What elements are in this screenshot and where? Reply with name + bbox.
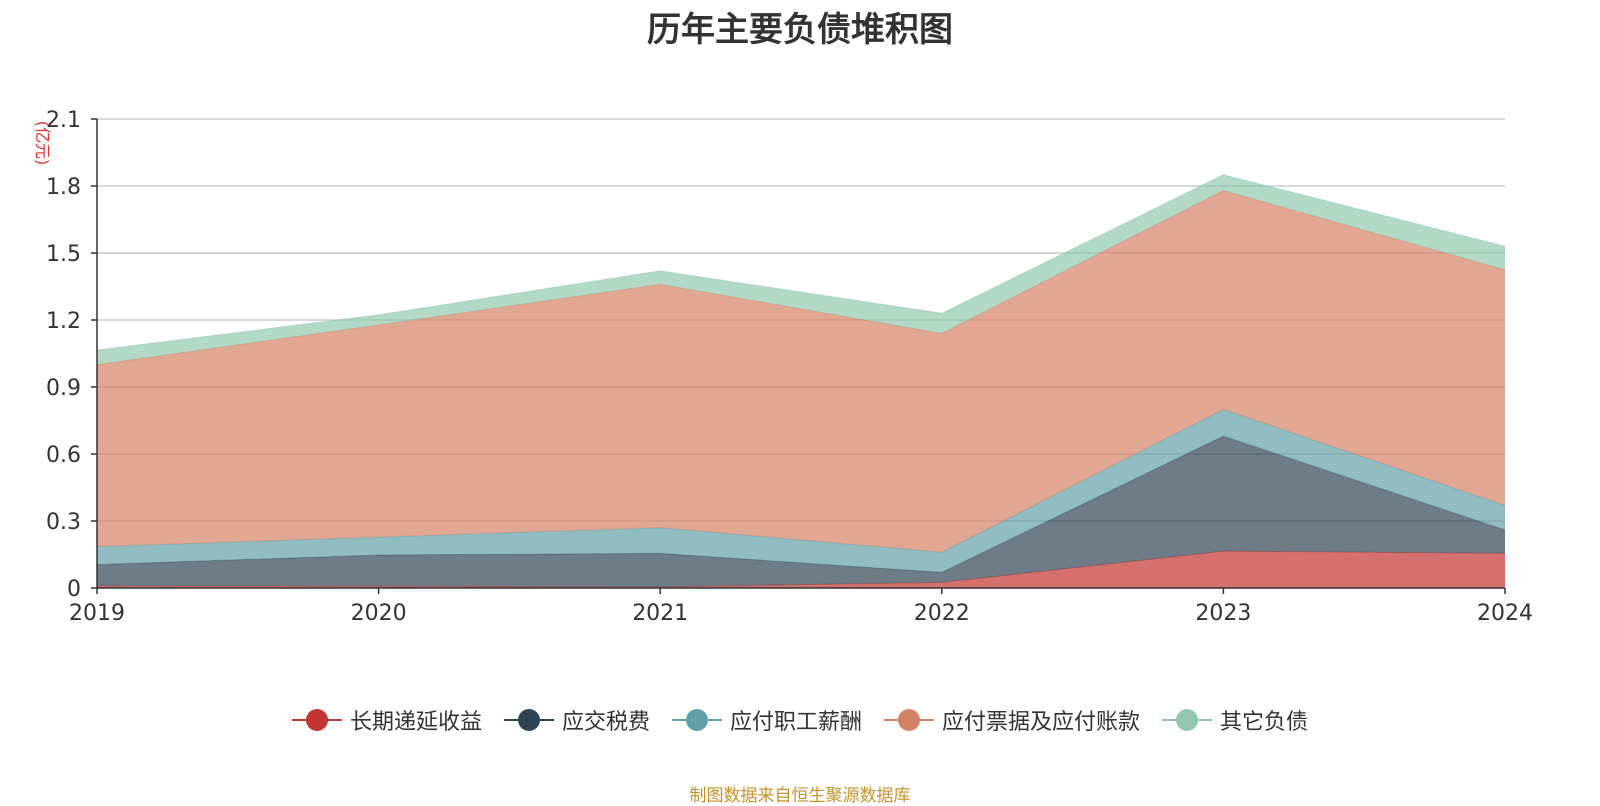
x-tick-label: 2022 xyxy=(914,601,970,626)
y-tick-label: 0.3 xyxy=(46,510,81,535)
y-tick-label: 1.2 xyxy=(46,309,81,334)
legend-item[interactable]: 应交税费 xyxy=(503,704,650,736)
legend-item[interactable]: 应付票据及应付账款 xyxy=(884,704,1140,736)
y-tick-label: 0.6 xyxy=(46,443,81,468)
y-tick-label: 0.9 xyxy=(46,376,81,401)
legend-label: 应交税费 xyxy=(561,710,650,735)
legend-marker-icon xyxy=(291,707,342,733)
axes: 0 0.3 0.6 0.9 1.2 1.5 1.8 2.1 2019 2020 2021 2022 20… xyxy=(46,108,1533,626)
source-note: 制图数据来自恒生聚源数据库 xyxy=(689,786,911,806)
legend-marker-icon xyxy=(671,707,722,733)
legend-item[interactable]: 其它负债 xyxy=(1162,704,1308,736)
legend-label: 应付职工薪酬 xyxy=(729,710,862,735)
x-tick-label: 2019 xyxy=(69,601,125,626)
y-tick-label: 1.5 xyxy=(46,242,81,267)
x-tick-label: 2024 xyxy=(1477,601,1533,626)
area-series xyxy=(97,174,1505,365)
legend-marker-icon xyxy=(1162,707,1213,733)
stacked-areas xyxy=(96,174,1506,588)
area-series-edge xyxy=(96,174,1506,351)
x-tick-label: 2020 xyxy=(351,601,407,626)
area-series xyxy=(97,190,1505,553)
legend-marker-icon xyxy=(884,707,934,733)
legend-label: 应付票据及应付账款 xyxy=(942,710,1141,735)
legend-item[interactable]: 长期递延收益 xyxy=(291,704,482,736)
legend: 长期递延收益 应交税费 应付职工薪酬 应付票据及应付账款 其它负债 xyxy=(0,700,1600,740)
legend-label: 其它负债 xyxy=(1220,710,1309,735)
area-series xyxy=(97,551,1505,588)
y-tick-label: 0 xyxy=(67,577,81,602)
x-tick-label: 2023 xyxy=(1195,601,1251,626)
y-tick-label: 1.8 xyxy=(46,175,81,200)
area-series xyxy=(97,409,1505,573)
legend-marker-icon xyxy=(503,707,554,733)
legend-item[interactable]: 应付职工薪酬 xyxy=(671,704,862,736)
y-tick-label: 2.1 xyxy=(46,108,81,133)
area-series xyxy=(97,436,1505,587)
x-tick-label: 2021 xyxy=(632,601,688,626)
y-axis-unit-label: (亿元) xyxy=(33,121,52,166)
chart-title: 历年主要负债堆积图 xyxy=(647,10,953,50)
legend-label: 长期递延收益 xyxy=(349,710,482,735)
